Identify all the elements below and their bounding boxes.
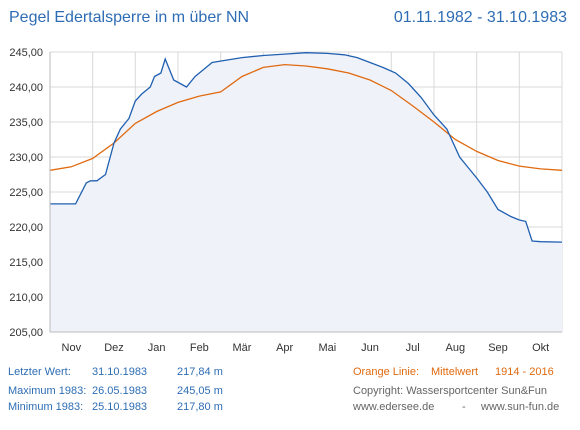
last-value-date: 31.10.1983: [92, 366, 148, 378]
series-layer: [49, 52, 563, 332]
sun-fun-link[interactable]: www.sun-fun.de: [481, 401, 560, 413]
y-tick-label: 235,00: [9, 117, 43, 129]
y-tick-label: 220,00: [9, 222, 43, 234]
x-tick-label: Apr: [276, 342, 293, 354]
orange-line-years: 1914 - 2016: [495, 366, 554, 378]
y-tick-label: 245,00: [9, 47, 43, 59]
orange-line-desc: Mittelwert: [431, 366, 479, 378]
x-tick-label: Jan: [148, 342, 166, 354]
edersee-link[interactable]: www.edersee.de: [353, 401, 435, 413]
x-tick-label: Okt: [532, 342, 549, 354]
x-tick-label: Aug: [446, 342, 466, 354]
axis-layer: 205,00 210,00 215,00 220,00 225,00 230,00 235,…: [9, 47, 562, 354]
x-tick-label: Jul: [406, 342, 420, 354]
y-tick-label: 240,00: [9, 82, 43, 94]
water-level-chart: 205,00 210,00 215,00 220,00 225,00 230,00 235,…: [9, 47, 563, 354]
x-tick-label: Jun: [361, 342, 379, 354]
y-tick-label: 215,00: [9, 257, 43, 269]
y-tick-label: 225,00: [9, 187, 43, 199]
actual-area: [50, 52, 562, 332]
x-tick-label: Nov: [62, 342, 82, 354]
mean-line: [49, 63, 563, 171]
y-tick-label: 205,00: [9, 327, 43, 339]
actual-line: [50, 52, 563, 243]
min-date: 25.10.1983: [92, 401, 148, 413]
last-value-label: Letzter Wert:: [8, 366, 71, 378]
credit-separator: -: [462, 401, 466, 413]
x-tick-label: Feb: [190, 342, 209, 354]
x-tick-label: Dez: [104, 342, 124, 354]
x-tick-label: Mai: [318, 342, 336, 354]
max-value: 245,05 m: [177, 385, 223, 397]
y-tick-label: 230,00: [9, 152, 43, 164]
min-label: Minimum 1983:: [8, 401, 84, 413]
min-value: 217,80 m: [177, 401, 223, 413]
orange-line-label: Orange Linie:: [353, 366, 420, 378]
chart-title: Pegel Edertalsperre in m über NN: [9, 9, 250, 26]
max-label: Maximum 1983:: [8, 385, 87, 397]
date-range: 01.11.1982 - 31.10.1983: [393, 9, 567, 26]
y-tick-label: 210,00: [9, 292, 43, 304]
max-date: 26.05.1983: [92, 385, 148, 397]
x-tick-label: Mär: [233, 342, 252, 354]
x-tick-label: Sep: [488, 342, 508, 354]
copyright-text: Copyright: Wassersportcenter Sun&Fun: [353, 385, 548, 397]
last-value-value: 217,84 m: [177, 366, 223, 378]
